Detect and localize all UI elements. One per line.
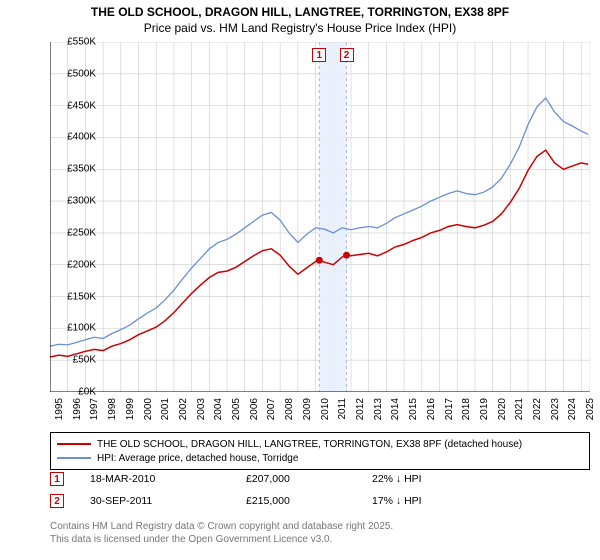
- x-tick-label: 2006: [249, 398, 260, 420]
- title-line1: THE OLD SCHOOL, DRAGON HILL, LANGTREE, T…: [0, 4, 600, 20]
- y-tick-label: £350K: [67, 164, 96, 175]
- sale-row: 2 30-SEP-2011 £215,000 17% ↓ HPI: [50, 492, 590, 510]
- sale-marker-box: 1: [50, 472, 64, 486]
- y-tick-label: £450K: [67, 100, 96, 111]
- x-tick-label: 2015: [408, 398, 419, 420]
- x-tick-label: 1998: [107, 398, 118, 420]
- sale-price: £215,000: [246, 495, 346, 507]
- x-tick-label: 2005: [231, 398, 242, 420]
- sale-date: 18-MAR-2010: [90, 473, 220, 485]
- x-tick-label: 2000: [143, 398, 154, 420]
- legend-swatch: [57, 443, 91, 445]
- x-tick-label: 2012: [355, 398, 366, 420]
- sales-table: 1 18-MAR-2010 £207,000 22% ↓ HPI 2 30-SE…: [50, 470, 590, 514]
- x-tick-label: 2017: [444, 398, 455, 420]
- footer-line1: Contains HM Land Registry data © Crown c…: [50, 520, 393, 533]
- x-tick-label: 2003: [196, 398, 207, 420]
- x-tick-label: 1997: [89, 398, 100, 420]
- x-tick-label: 2013: [373, 398, 384, 420]
- legend-item: THE OLD SCHOOL, DRAGON HILL, LANGTREE, T…: [57, 437, 583, 451]
- x-tick-label: 2023: [550, 398, 561, 420]
- sale-row: 1 18-MAR-2010 £207,000 22% ↓ HPI: [50, 470, 590, 488]
- x-tick-label: 2025: [585, 398, 596, 420]
- sale-delta: 22% ↓ HPI: [372, 473, 422, 485]
- x-tick-label: 1999: [125, 398, 136, 420]
- x-tick-label: 2018: [461, 398, 472, 420]
- x-tick-label: 2020: [497, 398, 508, 420]
- x-tick-label: 2010: [320, 398, 331, 420]
- title-line2: Price paid vs. HM Land Registry's House …: [0, 20, 600, 36]
- legend-swatch: [57, 457, 91, 459]
- x-tick-label: 2011: [337, 398, 348, 420]
- x-tick-label: 2007: [266, 398, 277, 420]
- chart-marker-box: 2: [340, 48, 354, 62]
- x-tick-label: 1996: [72, 398, 83, 420]
- y-tick-label: £500K: [67, 68, 96, 79]
- footer-attribution: Contains HM Land Registry data © Crown c…: [50, 520, 393, 546]
- footer-line2: This data is licensed under the Open Gov…: [50, 533, 393, 546]
- x-tick-label: 2004: [213, 398, 224, 420]
- x-tick-label: 2002: [178, 398, 189, 420]
- x-tick-label: 2019: [479, 398, 490, 420]
- sale-price: £207,000: [246, 473, 346, 485]
- y-tick-label: £250K: [67, 227, 96, 238]
- y-tick-label: £150K: [67, 291, 96, 302]
- sale-delta: 17% ↓ HPI: [372, 495, 422, 507]
- legend-label: HPI: Average price, detached house, Torr…: [97, 453, 298, 464]
- y-tick-label: £550K: [67, 37, 96, 48]
- y-tick-label: £400K: [67, 132, 96, 143]
- legend-item: HPI: Average price, detached house, Torr…: [57, 451, 583, 465]
- x-tick-label: 2024: [567, 398, 578, 420]
- y-tick-label: £200K: [67, 259, 96, 270]
- x-tick-label: 2009: [302, 398, 313, 420]
- x-tick-label: 2021: [514, 398, 525, 420]
- x-tick-label: 2001: [160, 398, 171, 420]
- chart-title: THE OLD SCHOOL, DRAGON HILL, LANGTREE, T…: [0, 0, 600, 36]
- x-tick-label: 2022: [532, 398, 543, 420]
- sale-marker-box: 2: [50, 494, 64, 508]
- x-tick-label: 2016: [426, 398, 437, 420]
- chart-area: £0K£50K£100K£150K£200K£250K£300K£350K£40…: [50, 42, 590, 392]
- legend-label: THE OLD SCHOOL, DRAGON HILL, LANGTREE, T…: [97, 439, 522, 450]
- x-tick-label: 2008: [284, 398, 295, 420]
- y-tick-label: £300K: [67, 196, 96, 207]
- line-chart: [50, 42, 590, 392]
- y-tick-label: £0K: [78, 387, 96, 398]
- y-tick-label: £100K: [67, 323, 96, 334]
- x-tick-label: 1995: [54, 398, 65, 420]
- x-tick-label: 2014: [390, 398, 401, 420]
- y-tick-label: £50K: [73, 355, 96, 366]
- sale-date: 30-SEP-2011: [90, 495, 220, 507]
- legend: THE OLD SCHOOL, DRAGON HILL, LANGTREE, T…: [50, 432, 590, 470]
- chart-marker-box: 1: [312, 48, 326, 62]
